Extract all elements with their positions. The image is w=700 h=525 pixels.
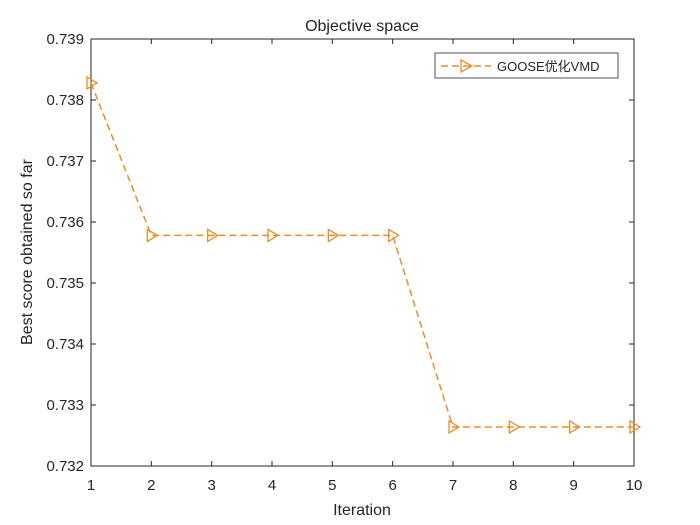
x-axis-title: Iteration (333, 502, 391, 519)
y-tick-label: 0.733 (46, 397, 84, 414)
x-tick-label: 6 (388, 477, 396, 494)
data-point-marker (508, 419, 521, 435)
data-point-marker (629, 419, 642, 435)
series-line (90, 82, 634, 428)
data-point-marker (448, 419, 461, 435)
y-tick-label: 0.739 (46, 31, 84, 48)
data-point-marker (569, 419, 581, 435)
y-tick-label: 0.737 (46, 153, 84, 170)
y-axis-title: Best score obtained so far (19, 158, 36, 345)
axis-ticks (90, 38, 635, 467)
x-tick-label: 7 (449, 477, 457, 494)
legend-marker-triangle (460, 58, 474, 74)
x-tick-label: 1 (87, 477, 95, 494)
x-tick-label: 10 (626, 477, 643, 494)
y-tick-label: 0.734 (46, 336, 84, 353)
data-point-marker (146, 228, 159, 243)
data-point-marker (327, 228, 340, 243)
x-tick-label: 5 (328, 477, 336, 494)
x-tick-labels: 1 2 3 4 5 6 7 8 9 10 (87, 477, 643, 494)
x-tick-label: 3 (207, 477, 215, 494)
y-tick-label: 0.736 (46, 214, 84, 231)
data-point-marker (86, 75, 99, 91)
y-tick-label: 0.738 (46, 92, 84, 109)
y-tick-labels: 0.732 0.733 0.734 0.735 0.736 0.737 0.738 0.739 (46, 31, 84, 475)
x-tick-label: 9 (569, 477, 577, 494)
chart-title: Objective space (305, 18, 419, 35)
data-point-marker (388, 228, 400, 243)
plot-area (90, 38, 635, 467)
series-layer (86, 75, 642, 435)
y-tick-label: 0.735 (46, 275, 84, 292)
legend: GOOSE优化VMD (434, 52, 619, 79)
x-tick-label: 4 (268, 477, 276, 494)
y-tick-label: 0.732 (46, 458, 84, 475)
data-point-marker (267, 228, 280, 243)
legend-label: GOOSE优化VMD (497, 59, 600, 74)
x-tick-label: 2 (147, 477, 155, 494)
data-point-marker (207, 228, 219, 243)
x-tick-label: 8 (509, 477, 517, 494)
